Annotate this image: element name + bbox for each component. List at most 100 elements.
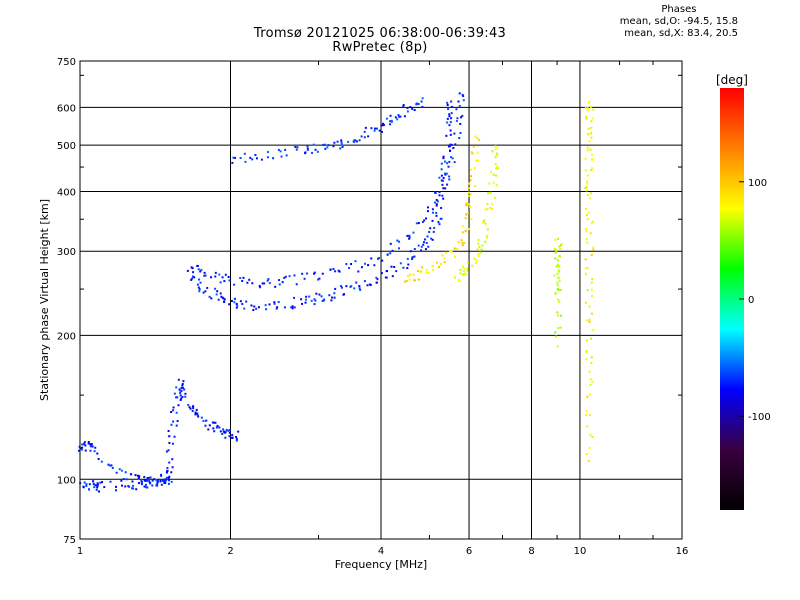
echo-point xyxy=(435,204,438,207)
echo-point xyxy=(259,286,262,289)
echo-point xyxy=(556,284,559,287)
echo-point xyxy=(277,301,280,304)
echo-point xyxy=(135,488,138,491)
echo-point xyxy=(406,257,409,260)
echo-point xyxy=(438,176,441,179)
echo-point xyxy=(196,283,199,286)
echo-point xyxy=(584,169,587,172)
echo-point xyxy=(447,108,450,111)
echo-point xyxy=(87,442,90,445)
echo-point xyxy=(465,203,468,206)
echo-point xyxy=(406,234,409,237)
echo-point xyxy=(477,159,480,162)
echo-point xyxy=(380,272,383,275)
colorbar-label: [deg] xyxy=(716,73,748,87)
echo-point xyxy=(273,301,276,304)
phase-legend-header: Phases xyxy=(661,4,697,15)
echo-point xyxy=(224,436,227,439)
y-tick-label: 75 xyxy=(63,535,76,546)
echo-point xyxy=(585,230,588,233)
echo-point xyxy=(312,143,315,146)
echo-point xyxy=(195,408,198,411)
echo-point xyxy=(446,183,449,186)
echo-point xyxy=(89,449,92,452)
echo-point xyxy=(321,272,324,275)
echo-point xyxy=(591,436,594,439)
echo-point xyxy=(96,482,99,485)
echo-point xyxy=(83,441,86,444)
echo-point xyxy=(588,414,591,417)
echo-point xyxy=(318,293,321,296)
echo-point xyxy=(448,124,451,127)
echo-point xyxy=(323,298,326,301)
echo-point xyxy=(442,187,445,190)
echo-point xyxy=(467,187,470,190)
echo-point xyxy=(97,457,100,460)
echo-point xyxy=(179,389,182,392)
echo-point xyxy=(318,277,321,280)
echo-point xyxy=(175,411,178,414)
echo-point xyxy=(180,387,183,390)
echo-point xyxy=(441,179,444,182)
echo-point xyxy=(345,263,348,266)
echo-point xyxy=(180,389,183,392)
echo-point xyxy=(334,287,337,290)
echo-point xyxy=(554,292,557,295)
echo-point xyxy=(204,290,207,293)
echo-point xyxy=(495,165,498,168)
echo-point xyxy=(443,160,446,163)
x-tick-label: 10 xyxy=(574,546,587,557)
echo-point xyxy=(83,481,86,484)
echo-point xyxy=(364,262,367,265)
echo-point xyxy=(151,479,154,482)
echo-point xyxy=(460,116,463,119)
echo-point xyxy=(251,282,254,285)
echo-point xyxy=(81,446,84,449)
echo-point xyxy=(172,409,175,412)
echo-point xyxy=(261,282,264,285)
echo-point xyxy=(165,450,168,453)
echo-point xyxy=(592,328,595,331)
echo-point xyxy=(587,174,590,177)
echo-point xyxy=(239,277,242,280)
echo-point xyxy=(189,407,192,410)
echo-point xyxy=(156,479,159,482)
echo-point xyxy=(93,450,96,453)
echo-point xyxy=(449,121,452,124)
echo-point xyxy=(584,228,587,231)
echo-point xyxy=(442,157,445,160)
echo-point xyxy=(408,234,411,237)
y-tick-label: 750 xyxy=(57,57,76,68)
echo-point xyxy=(471,264,474,267)
echo-point xyxy=(258,284,261,287)
x-tick-label: 1 xyxy=(77,546,83,557)
echo-point xyxy=(486,208,489,211)
echo-point xyxy=(313,298,316,301)
echo-point xyxy=(249,156,252,159)
echo-point xyxy=(146,477,149,480)
echo-point xyxy=(388,123,391,126)
echo-point xyxy=(458,279,461,282)
echo-point xyxy=(155,478,158,481)
echo-point xyxy=(557,268,560,271)
echo-point xyxy=(446,117,449,120)
echo-point xyxy=(476,151,479,154)
echo-point xyxy=(177,378,180,381)
echo-point xyxy=(326,146,329,149)
echo-point xyxy=(465,213,468,216)
echo-point xyxy=(458,136,461,139)
echo-point xyxy=(283,306,286,309)
echo-point xyxy=(87,440,90,443)
echo-point xyxy=(448,250,451,253)
echo-point xyxy=(458,92,461,95)
echo-point xyxy=(188,406,191,409)
echo-point xyxy=(590,222,593,225)
echo-point xyxy=(233,301,236,304)
echo-point xyxy=(347,140,350,143)
echo-point xyxy=(360,135,363,138)
echo-point xyxy=(496,153,499,156)
echo-point xyxy=(94,446,97,449)
echo-point xyxy=(278,283,281,286)
x-tick-label: 2 xyxy=(227,546,233,557)
